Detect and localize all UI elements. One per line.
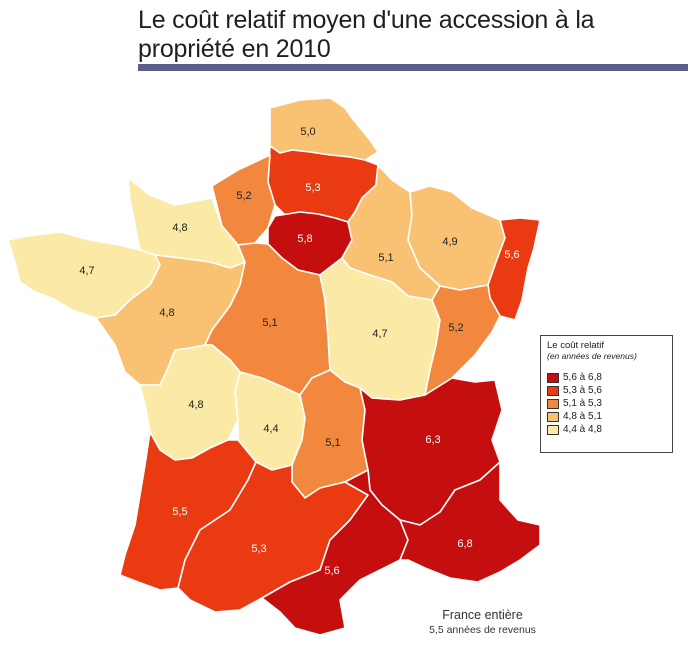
region-value-label: 4,9 xyxy=(442,236,457,248)
legend-label: 4,8 à 5,1 xyxy=(563,411,602,422)
region-value-label: 5,1 xyxy=(262,317,277,329)
national-average: France entière 5,5 années de revenus xyxy=(395,608,570,636)
region-value-label: 5,2 xyxy=(448,322,463,334)
region-value-label: 6,8 xyxy=(457,538,472,550)
legend-swatch xyxy=(547,372,559,383)
region-value-label: 5,3 xyxy=(251,543,266,555)
region-value-label: 4,7 xyxy=(372,328,387,340)
legend-swatch xyxy=(547,424,559,435)
region-value-label: 5,3 xyxy=(305,182,320,194)
legend-item: 4,4 à 4,8 xyxy=(547,423,666,436)
region-franche-comte[interactable] xyxy=(424,284,501,396)
region-value-label: 5,5 xyxy=(172,506,187,518)
region-value-label: 5,2 xyxy=(236,190,251,202)
legend-swatch xyxy=(547,398,559,409)
region-value-label: 5,1 xyxy=(378,252,393,264)
legend-item: 5,3 à 5,6 xyxy=(547,384,666,397)
region-value-label: 4,8 xyxy=(172,222,187,234)
region-value-label: 4,8 xyxy=(159,307,174,319)
region-value-label: 5,6 xyxy=(324,565,339,577)
legend-label: 5,6 à 6,8 xyxy=(563,372,602,383)
map-title: Le coût relatif moyen d'une accession à … xyxy=(138,6,595,63)
region-value-label: 6,3 xyxy=(425,434,440,446)
legend-title: Le coût relatif xyxy=(547,340,605,351)
region-alsace[interactable] xyxy=(487,217,541,321)
region-languedoc-roussillon[interactable] xyxy=(261,469,409,636)
region-value-label: 5,8 xyxy=(297,233,312,245)
region-value-labels: 5,0 5,3 5,2 4,8 5,8 5,1 4,9 5,6 4,7 4,8 5,1 4,7 5,2 4… xyxy=(79,126,519,577)
region-value-label: 5,1 xyxy=(325,437,340,449)
map-legend: Le coût relatif (en années de revenus) 5… xyxy=(540,335,673,453)
region-value-label: 5,0 xyxy=(300,126,315,138)
legend-item: 5,6 à 6,8 xyxy=(547,371,666,384)
legend-subtitle: (en années de revenus) xyxy=(547,351,637,361)
france-region-map: 5,0 5,3 5,2 4,8 5,8 5,1 4,9 5,6 4,7 4,8 5,1 4,7 5,2 4… xyxy=(7,97,541,636)
legend-label: 5,3 à 5,6 xyxy=(563,385,602,396)
legend-item: 4,8 à 5,1 xyxy=(547,410,666,423)
legend-rows: 5,6 à 6,8 5,3 à 5,6 5,1 à 5,3 4,8 à 5,1 … xyxy=(547,371,666,436)
legend-swatch xyxy=(547,385,559,396)
legend-item: 5,1 à 5,3 xyxy=(547,397,666,410)
region-value-label: 4,8 xyxy=(188,399,203,411)
legend-label: 4,4 à 4,8 xyxy=(563,424,602,435)
region-provence-alpes-cote-dazur[interactable] xyxy=(399,461,541,583)
legend-swatch xyxy=(547,411,559,422)
national-average-value: 5,5 années de revenus xyxy=(429,624,536,636)
national-average-title: France entière xyxy=(442,608,523,622)
region-value-label: 4,7 xyxy=(79,265,94,277)
region-value-label: 4,4 xyxy=(263,423,278,435)
title-underline xyxy=(138,64,688,71)
legend-label: 5,1 à 5,3 xyxy=(563,398,602,409)
region-value-label: 5,6 xyxy=(504,249,519,261)
